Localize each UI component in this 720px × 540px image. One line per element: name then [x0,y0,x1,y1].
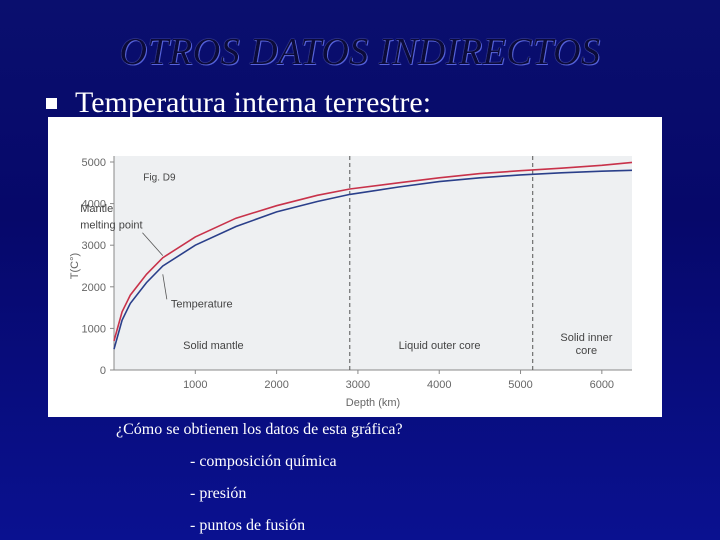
bullet-row: Temperatura interna terrestre: [46,86,431,120]
series-label-temperature: Temperature [171,299,233,311]
series-label-melting-point-2: melting point [80,220,142,232]
figure-label: Fig. D9 [143,173,176,184]
y-axis-label: T(C°) [69,253,81,279]
item-composicion: - composición química [190,453,337,470]
bullet-text: Temperatura interna terrestre: [75,86,432,119]
y-tick-label: 2000 [82,282,106,294]
region-label-solid-mantle: Solid mantle [183,340,244,352]
x-tick-label: 5000 [508,379,532,391]
y-tick-label: 5000 [82,157,106,169]
x-tick-label: 1000 [183,379,207,391]
plot-background [114,156,632,370]
x-axis-label: Depth (km) [346,397,400,409]
item-presion: - presión [190,485,247,502]
x-tick-label: 4000 [427,379,451,391]
temperature-depth-chart: 0 1000 2000 3000 4000 5000 1000 2000 3000 4000 500… [69,156,633,409]
region-label-solid-inner-core-2: core [576,345,597,357]
region-label-solid-inner-core-1: Solid inner [560,332,612,344]
y-tick-label: 1000 [82,323,106,335]
region-label-liquid-outer-core: Liquid outer core [399,340,481,352]
leader-line-melting-point [142,232,164,256]
series-line-melting-point [113,161,633,342]
y-tick-label: 3000 [82,240,106,252]
chart-card: 0 1000 2000 3000 4000 5000 1000 2000 3000 4000 500… [48,117,662,417]
series-line-temperature [113,169,633,350]
slide-title: OTROS DATOS INDIRECTOS [119,31,601,73]
bullet-square-icon [46,97,57,109]
item-puntos-fusion: - puntos de fusión [190,517,306,534]
y-tick-label: 0 [100,365,106,377]
leader-line-temperature [162,274,168,300]
x-tick-label: 6000 [590,379,614,391]
x-tick-label: 2000 [264,379,288,391]
y-tick-label: 4000 [82,199,106,211]
x-tick-label: 3000 [346,379,370,391]
series-label-melting-point-1: Mantle [80,203,113,215]
question-text: ¿Cómo se obtienen los datos de esta gráf… [116,421,403,438]
